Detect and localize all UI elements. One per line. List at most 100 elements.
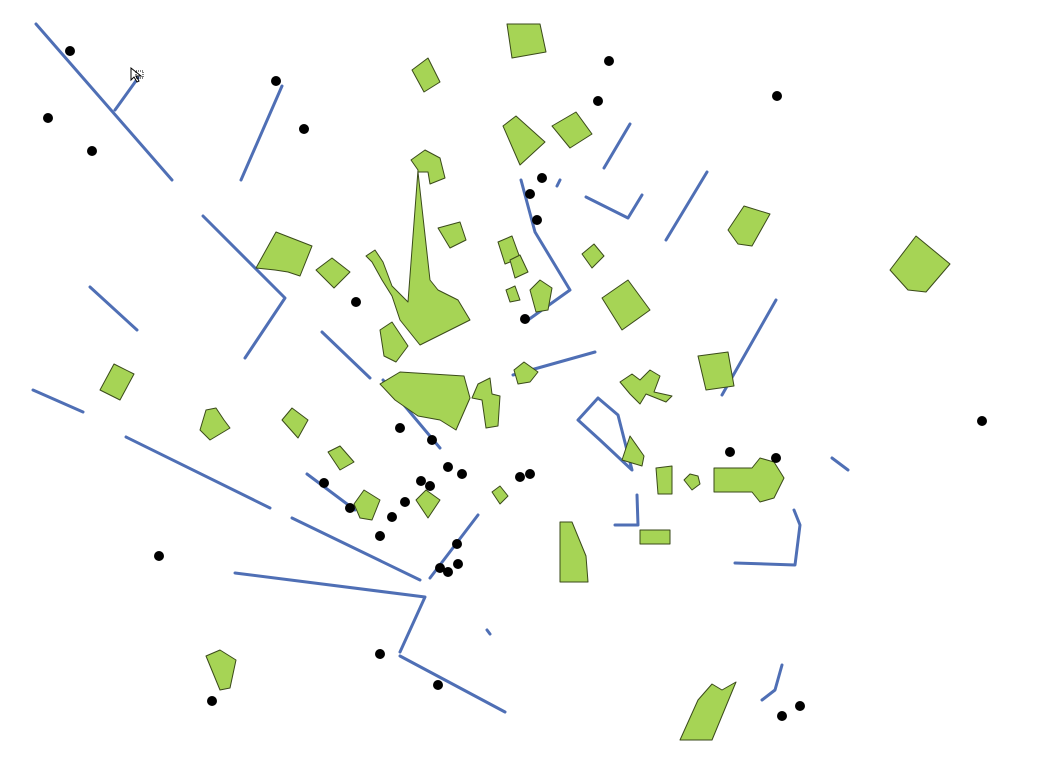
point-marker[interactable] (457, 469, 467, 479)
street-line (664, 170, 709, 242)
point-marker[interactable] (777, 711, 787, 721)
street-line (602, 122, 632, 170)
building-polygons-layer (99, 23, 951, 741)
point-marker[interactable] (433, 680, 443, 690)
point-marker[interactable] (375, 531, 385, 541)
building (889, 235, 951, 293)
building (621, 435, 645, 467)
street-line (613, 493, 640, 527)
street-line (555, 178, 562, 188)
point-marker[interactable] (416, 476, 426, 486)
building (506, 23, 547, 59)
point-marker[interactable] (604, 56, 614, 66)
building (502, 115, 546, 166)
building (683, 473, 701, 491)
point-marker[interactable] (795, 701, 805, 711)
point-marker[interactable] (525, 189, 535, 199)
point-marker[interactable] (87, 146, 97, 156)
street-line (124, 435, 272, 510)
building (581, 243, 605, 269)
building (509, 254, 529, 279)
point-marker[interactable] (345, 503, 355, 513)
point-marker[interactable] (387, 512, 397, 522)
building (199, 407, 231, 441)
building (379, 371, 471, 431)
point-marker[interactable] (520, 314, 530, 324)
point-marker[interactable] (537, 173, 547, 183)
street-line (201, 214, 287, 360)
point-marker[interactable] (593, 96, 603, 106)
street-line (290, 516, 422, 582)
building (559, 521, 589, 583)
point-marker[interactable] (515, 472, 525, 482)
point-marker[interactable] (525, 469, 535, 479)
building (99, 363, 135, 401)
building (505, 285, 521, 303)
building (697, 351, 735, 391)
street-line (398, 654, 507, 714)
building (327, 445, 355, 471)
point-marker[interactable] (771, 453, 781, 463)
point-marker[interactable] (427, 435, 437, 445)
building (415, 489, 441, 519)
point-marker[interactable] (772, 91, 782, 101)
building (365, 149, 471, 346)
building (679, 681, 737, 741)
point-marker[interactable] (425, 481, 435, 491)
building (315, 257, 351, 289)
building (281, 407, 309, 439)
point-marker[interactable] (207, 696, 217, 706)
building (655, 465, 673, 495)
street-line (733, 508, 802, 567)
street-line (830, 456, 850, 472)
mouse-pointer-icon (130, 66, 144, 83)
street-line (233, 571, 427, 654)
street-line (485, 628, 492, 636)
point-marker[interactable] (154, 551, 164, 561)
point-marker[interactable] (977, 416, 987, 426)
street-line (239, 84, 284, 182)
street-line (113, 76, 140, 112)
point-marker[interactable] (443, 567, 453, 577)
point-marker[interactable] (452, 539, 462, 549)
point-markers-layer (43, 46, 987, 721)
street-line (576, 396, 634, 472)
point-marker[interactable] (453, 559, 463, 569)
point-marker[interactable] (435, 563, 445, 573)
point-marker[interactable] (299, 124, 309, 134)
building (491, 485, 509, 505)
point-marker[interactable] (532, 215, 542, 225)
street-line (320, 330, 372, 380)
building (551, 111, 593, 149)
street-line (760, 663, 784, 702)
building (255, 231, 313, 277)
building (353, 489, 381, 521)
point-marker[interactable] (319, 478, 329, 488)
street-line (31, 388, 85, 414)
building (205, 649, 237, 691)
point-marker[interactable] (443, 462, 453, 472)
building (437, 221, 467, 249)
point-marker[interactable] (400, 497, 410, 507)
building (601, 279, 651, 331)
point-marker[interactable] (395, 423, 405, 433)
building (513, 361, 539, 385)
point-marker[interactable] (375, 649, 385, 659)
building (529, 279, 553, 313)
building (639, 529, 671, 545)
point-marker[interactable] (351, 297, 361, 307)
building (727, 205, 771, 247)
street-line (584, 193, 644, 220)
building (713, 457, 785, 503)
street-line (34, 22, 174, 182)
point-marker[interactable] (43, 113, 53, 123)
point-marker[interactable] (65, 46, 75, 56)
street-line (88, 285, 139, 332)
building (379, 321, 409, 363)
point-marker[interactable] (725, 447, 735, 457)
building (619, 369, 673, 405)
building (411, 57, 441, 93)
point-marker[interactable] (271, 76, 281, 86)
